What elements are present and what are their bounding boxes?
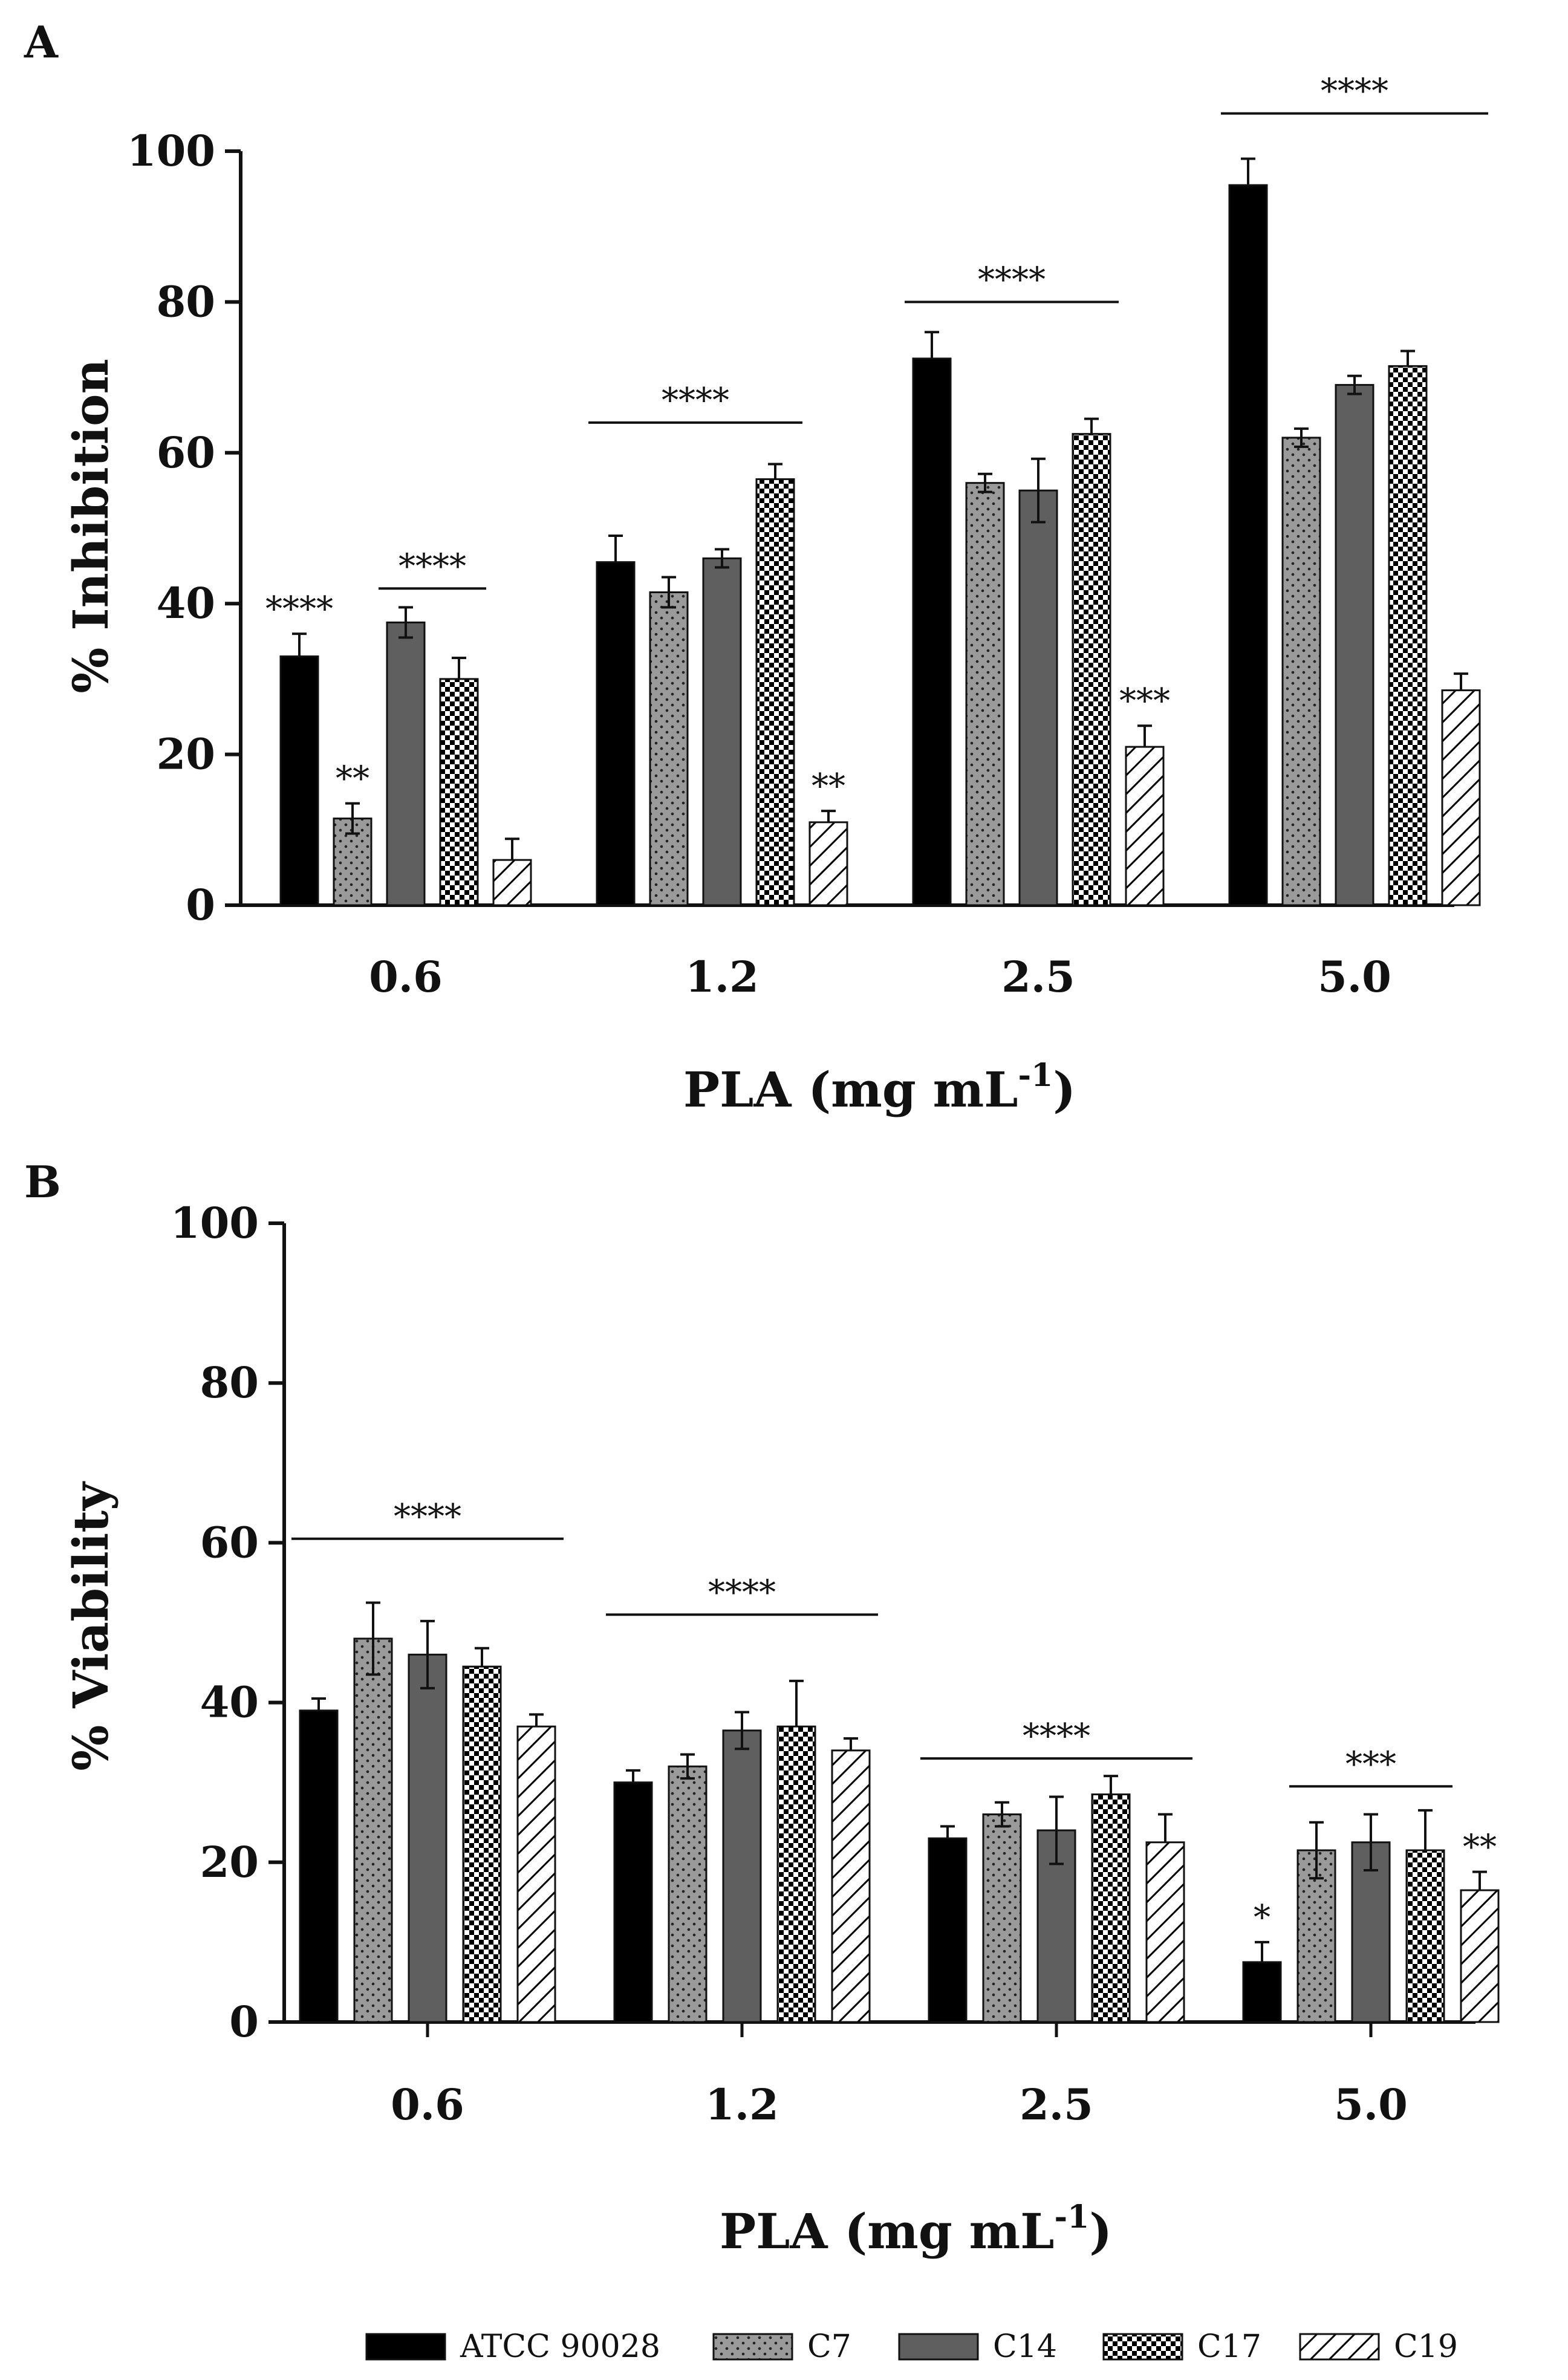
panel-b-significance-label: ****	[708, 1573, 776, 1612]
legend-swatch	[898, 2333, 979, 2361]
panel-a-significance-label: ****	[662, 381, 729, 420]
panel-a-bar	[912, 357, 952, 906]
panel-a-bar	[808, 821, 848, 906]
panel-a-significance-label: ****	[265, 590, 333, 629]
panel-b-bar	[1405, 1849, 1445, 2023]
panel-a-letter: A	[24, 16, 59, 68]
panel-a-bar	[492, 859, 532, 906]
panel-a-bar	[1018, 489, 1058, 906]
panel-b-significance-label: **	[1463, 1828, 1497, 1867]
panel-b-y-tick-label: 20	[200, 1837, 259, 1887]
legend-label: ATCC 90028	[460, 2329, 660, 2365]
panel-b-y-tick-label: 0	[229, 1997, 259, 2047]
panel-b-x-tick-label: 2.5	[1020, 2079, 1093, 2130]
legend-swatch	[365, 2333, 446, 2361]
legend-swatch	[712, 2333, 793, 2361]
panel-a-y-tick-label: 100	[127, 126, 215, 176]
panel-a-x-tick-label: 2.5	[1001, 952, 1075, 1002]
panel-a-bar	[1072, 433, 1111, 906]
legend-label: C7	[807, 2329, 851, 2365]
panel-b-bar	[776, 1725, 816, 2023]
panel-b-y-tick-label: 80	[200, 1357, 259, 1408]
panel-a-y-tick-label: 20	[157, 729, 215, 779]
panel-b-y-axis-title: % Viability	[62, 1481, 119, 1771]
panel-a-significance-label: ***	[1119, 681, 1170, 721]
panel-b-significance-label: ***	[1345, 1744, 1396, 1784]
panel-b-bar	[668, 1765, 708, 2023]
legend-swatch	[1102, 2333, 1183, 2361]
panel-a-y-axis-title: % Inhibition	[62, 359, 119, 693]
panel-b-x-tick-label: 0.6	[391, 2079, 464, 2130]
panel-a-y-tick-label: 80	[157, 276, 215, 327]
panel-a-bar	[965, 482, 1005, 906]
panel-a-bar	[702, 557, 742, 906]
panel-b-bar	[1460, 1889, 1500, 2023]
panel-a-bar	[596, 561, 636, 906]
panel-a-significance-label: ****	[399, 547, 466, 586]
panel-b-bar	[928, 1837, 968, 2023]
panel-a-significance-label: ****	[978, 260, 1046, 299]
panel-b-bar	[722, 1729, 762, 2023]
panel-a-x-axis-title: PLA (mg mL-1)	[683, 1057, 1076, 1118]
panel-b-y-tick-label: 100	[171, 1198, 259, 1248]
panel-a-bar	[755, 478, 795, 906]
panel-b-bar	[982, 1813, 1022, 2023]
panel-a-x-tick-label: 0.6	[369, 952, 443, 1002]
panel-a-y-tick-label: 60	[157, 428, 215, 478]
panel-a-bar	[649, 591, 689, 906]
panel-a-bar	[386, 621, 426, 906]
panel-a-bar	[1125, 746, 1165, 906]
panel-a-bar	[279, 655, 319, 906]
panel-b-significance-label: ****	[1023, 1717, 1090, 1756]
panel-b-y-tick-label: 40	[200, 1677, 259, 1728]
panel-b-bar	[462, 1665, 502, 2023]
panel-b-bar	[1145, 1841, 1185, 2023]
panel-a-y-tick-label: 0	[186, 880, 215, 930]
legend-label: C19	[1394, 2329, 1458, 2365]
legend-label: C17	[1197, 2329, 1261, 2365]
panel-b-x-tick-label: 5.0	[1334, 2079, 1408, 2130]
panel-b-bar	[408, 1653, 447, 2023]
panel-b-bar	[1242, 1961, 1282, 2023]
panel-b-significance-label: ****	[394, 1497, 461, 1536]
panel-a-significance-label: ****	[1321, 72, 1388, 111]
panel-b-bar	[613, 1781, 653, 2023]
panel-a-bar	[439, 678, 479, 906]
panel-b-x-tick-label: 1.2	[705, 2079, 779, 2130]
panel-a-x-tick-label: 1.2	[685, 952, 759, 1002]
panel-b-bar	[1091, 1793, 1131, 2023]
panel-a-bar	[1441, 689, 1481, 906]
panel-a-x-tick-label: 5.0	[1318, 952, 1391, 1002]
panel-a-significance-label: **	[812, 767, 845, 806]
panel-a-bar	[1281, 437, 1321, 906]
panel-b-bar	[1351, 1841, 1391, 2023]
panel-a-bar	[1388, 365, 1428, 906]
panel-a-y-tick-label: 40	[157, 578, 215, 628]
panel-a-chart: A 0 20 40 60 80 100 % Inhibition 0.6 1.2 2.5 5.0 **…	[24, 16, 1488, 1118]
legend-label: C14	[993, 2329, 1057, 2365]
panel-b-x-axis-title: PLA (mg mL-1)	[720, 2199, 1112, 2260]
legend-swatch	[1299, 2333, 1380, 2361]
panel-a-bar	[1335, 384, 1374, 906]
panel-a-bar	[1228, 184, 1268, 906]
legend: ATCC 90028 C7 C14 C17 C19	[365, 2329, 1458, 2365]
panel-b-bar	[299, 1709, 339, 2023]
panel-b-bar	[831, 1749, 871, 2023]
panel-b-letter: B	[24, 1156, 61, 1208]
panel-b-y-tick-label: 60	[200, 1517, 259, 1567]
panel-b-significance-label: *	[1254, 1898, 1270, 1937]
panel-b-bar	[516, 1725, 556, 2023]
panel-b-bar	[353, 1637, 393, 2023]
panel-a-significance-label: **	[336, 759, 369, 799]
